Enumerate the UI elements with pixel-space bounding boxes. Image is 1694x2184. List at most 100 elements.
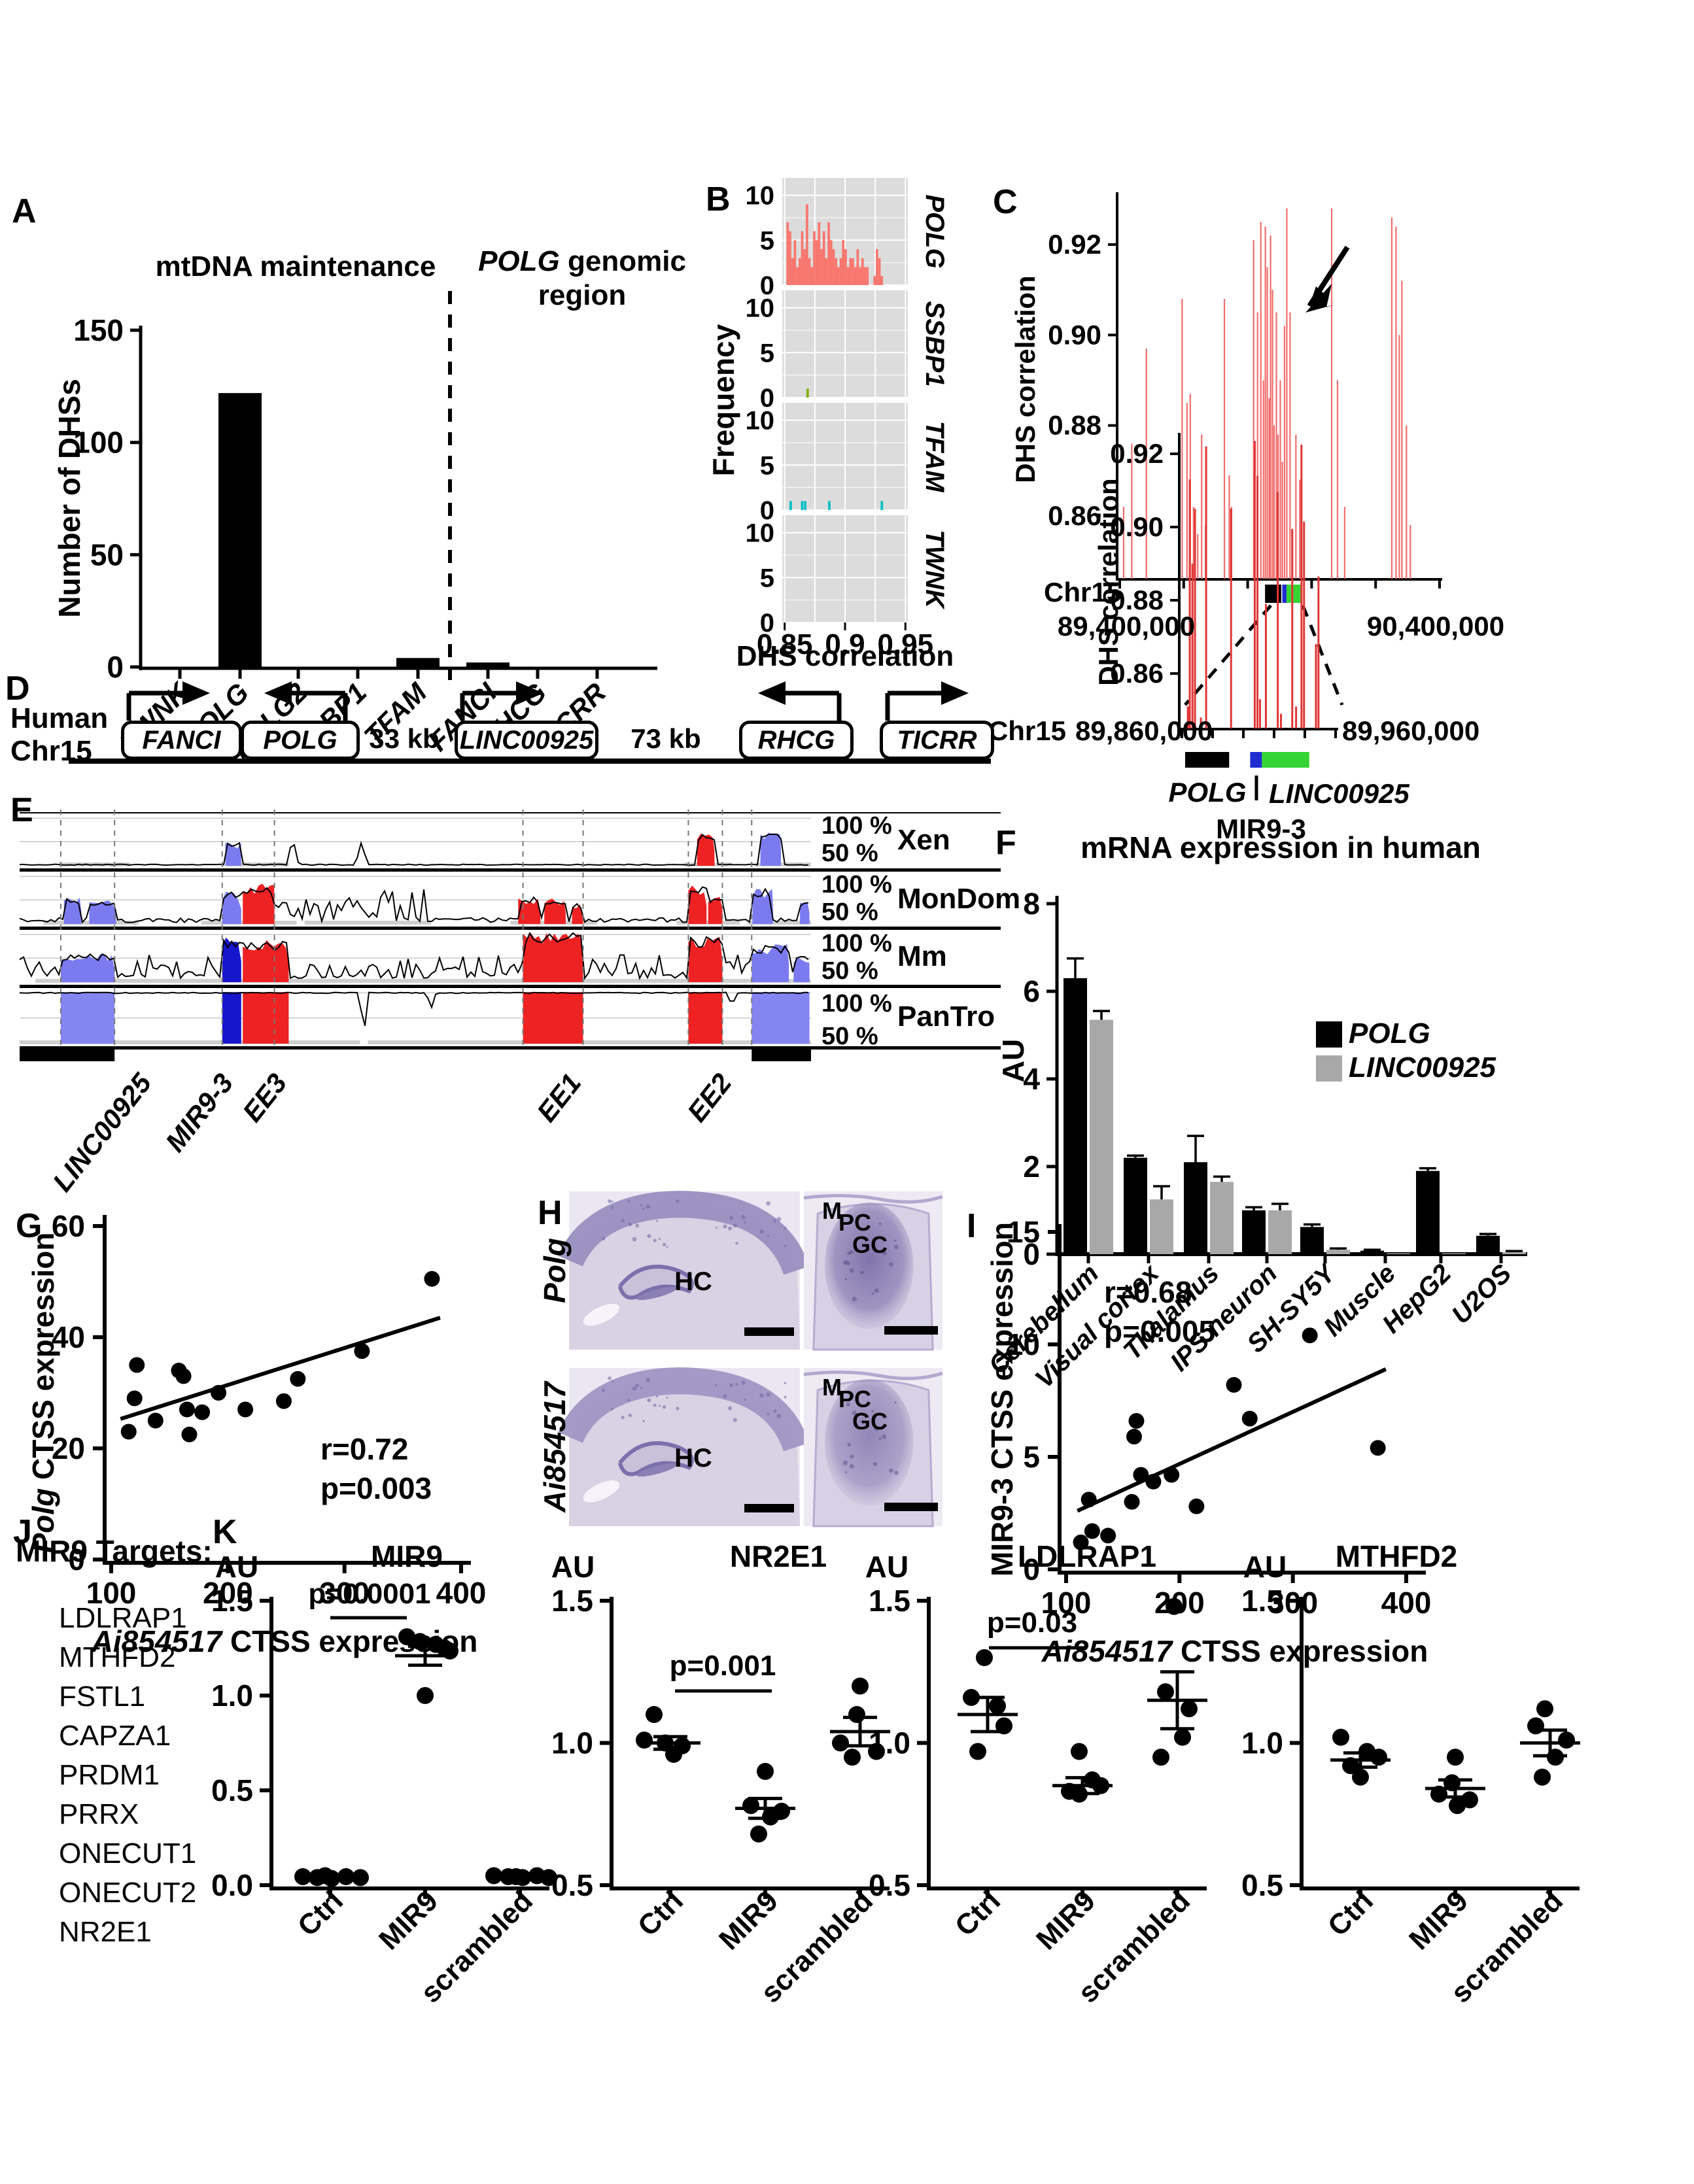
panel-e-xen-50: 50 % bbox=[821, 840, 878, 867]
panel-f-bar-linc00925 bbox=[1210, 1182, 1234, 1254]
speckle bbox=[744, 1398, 746, 1401]
panel-i-ylabel: MIR9-3 CTSS expression bbox=[984, 1222, 1019, 1577]
mir9-target-fstl1: FSTL1 bbox=[59, 1681, 146, 1713]
alignment-seg bbox=[755, 862, 811, 866]
speckle bbox=[608, 1199, 612, 1203]
panel-k-au-4: AU bbox=[1243, 1549, 1287, 1584]
panel-f-bar-polg bbox=[1300, 1227, 1324, 1254]
conservation-peak bbox=[572, 904, 583, 924]
scatter-point bbox=[424, 1271, 440, 1287]
speckle bbox=[723, 1224, 727, 1229]
dot-plot-point bbox=[1071, 1743, 1088, 1760]
panel-f-bar-linc00925 bbox=[1502, 1252, 1526, 1254]
conservation-peak bbox=[243, 992, 289, 1044]
speckle bbox=[735, 1242, 738, 1245]
dot-plot-point bbox=[1443, 1774, 1461, 1792]
dot-plot-point bbox=[762, 1808, 779, 1826]
tss-arrow-right bbox=[941, 681, 969, 705]
speckle bbox=[849, 1268, 854, 1273]
panel-k-ytick: 0.5 bbox=[211, 1773, 253, 1807]
meninges bbox=[803, 1370, 943, 1380]
spike-ytick: 0.88 bbox=[1048, 410, 1101, 441]
scatter-xtick: 100 bbox=[86, 1576, 137, 1610]
panel-d-letter: D bbox=[5, 670, 30, 708]
panel-b-ytick: 10 bbox=[746, 407, 775, 435]
panel-b-ytick: 5 bbox=[760, 564, 774, 592]
annotation-arrowhead bbox=[1309, 286, 1329, 306]
panel-d-human-label: Human bbox=[10, 702, 109, 734]
dot-plot-point bbox=[540, 1869, 557, 1886]
hist-bar bbox=[863, 267, 867, 285]
conservation-peak bbox=[800, 902, 810, 924]
conservation-peak bbox=[89, 900, 116, 924]
speckle bbox=[635, 1384, 640, 1388]
panel-h-hc-label-top: HC bbox=[674, 1267, 712, 1296]
speckle bbox=[744, 1221, 746, 1224]
hist-bar bbox=[793, 240, 797, 285]
speckle bbox=[878, 1437, 882, 1441]
conservation-line bbox=[20, 833, 809, 866]
panel-k-cat-label: MIR9 bbox=[713, 1885, 784, 1956]
hist-bar bbox=[801, 501, 804, 510]
speckle bbox=[666, 1396, 668, 1399]
hist-bar bbox=[844, 249, 847, 285]
conservation-peak bbox=[222, 937, 241, 982]
scatter-point bbox=[1124, 1493, 1140, 1510]
ventricle bbox=[583, 1303, 620, 1326]
panel-f-bar-linc00925 bbox=[1150, 1199, 1173, 1254]
panel-k-ytick: 1.0 bbox=[551, 1726, 593, 1760]
speckle bbox=[635, 1223, 640, 1228]
legend-swatch-linc00925 bbox=[1316, 1055, 1342, 1082]
scatter-point bbox=[194, 1404, 211, 1420]
speckle bbox=[871, 1292, 874, 1295]
hist-bar bbox=[852, 258, 854, 285]
panel-k-cat-label: MIR9 bbox=[373, 1885, 444, 1956]
panel-b-ytick: 0 bbox=[760, 496, 774, 525]
panel-k-title-mir9: MIR9 bbox=[371, 1539, 443, 1573]
panel-g-xlabel-rest: CTSS expression bbox=[222, 1624, 478, 1658]
ventricle bbox=[583, 1480, 620, 1503]
hist-bar bbox=[791, 258, 794, 285]
speckle bbox=[767, 1412, 770, 1416]
hippocampus bbox=[617, 1265, 694, 1300]
speckle bbox=[646, 1204, 651, 1209]
panel-c-top-chrom: Chr15 bbox=[1044, 577, 1122, 607]
speckle bbox=[860, 1420, 864, 1424]
scatter-ytick: 10 bbox=[1007, 1327, 1040, 1361]
scatter-point bbox=[126, 1390, 143, 1407]
panel-k-letter: K bbox=[213, 1513, 237, 1551]
dot-plot-point bbox=[1352, 1768, 1369, 1786]
speckle bbox=[852, 1296, 857, 1302]
hist-bar bbox=[866, 267, 869, 285]
hist-bar bbox=[876, 249, 878, 285]
speckle bbox=[676, 1407, 680, 1410]
dot-plot-point bbox=[963, 1688, 980, 1706]
conservation-peak bbox=[222, 992, 241, 1044]
scatter-point bbox=[1073, 1534, 1089, 1550]
speckle bbox=[766, 1201, 770, 1206]
dot-plot-point bbox=[1092, 1777, 1109, 1794]
conservation-peak bbox=[243, 940, 289, 982]
panel-f-bar-polg bbox=[1242, 1210, 1266, 1254]
scale-bar bbox=[884, 1503, 938, 1511]
speckle bbox=[610, 1206, 614, 1209]
conservation-peak bbox=[243, 883, 275, 924]
speckle bbox=[860, 1271, 864, 1274]
scatter-xtick: 400 bbox=[436, 1576, 487, 1610]
speckle bbox=[647, 1398, 651, 1403]
panel-i-r-value: r=0.68 bbox=[1104, 1275, 1192, 1309]
speckle bbox=[873, 1246, 878, 1251]
panel-i-letter: I bbox=[967, 1207, 977, 1245]
dot-plot-point bbox=[1527, 1717, 1544, 1735]
panel-h-row-label-polg: Polg bbox=[537, 1238, 572, 1303]
panel-h-m-label-top: M bbox=[822, 1197, 842, 1225]
panel-g-xlabel-gene: Ai854517 bbox=[91, 1624, 222, 1658]
panel-h-m-label-bottom: M bbox=[822, 1374, 842, 1401]
legend-swatch-polg bbox=[1316, 1021, 1342, 1048]
speckle bbox=[733, 1223, 737, 1228]
panel-f-ytick: 4 bbox=[1023, 1062, 1040, 1096]
scatter-point bbox=[211, 1385, 227, 1401]
panel-g-r-value: r=0.72 bbox=[320, 1432, 409, 1466]
panel-k-ytick: 1.5 bbox=[211, 1584, 253, 1618]
